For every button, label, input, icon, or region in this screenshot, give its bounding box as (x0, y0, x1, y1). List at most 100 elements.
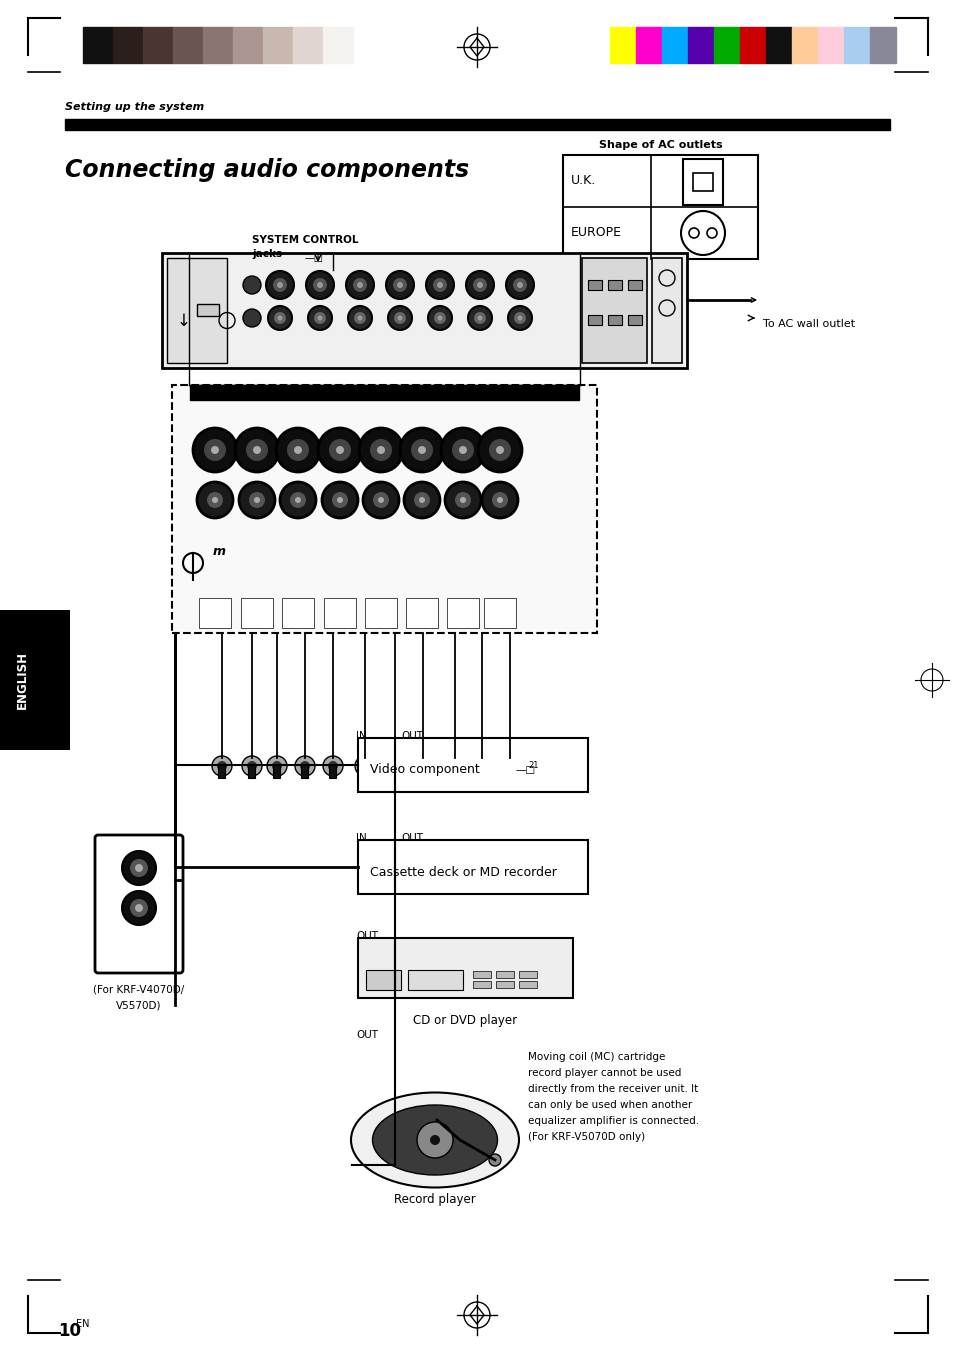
Circle shape (348, 305, 372, 330)
Text: Video component: Video component (370, 763, 479, 777)
Circle shape (354, 312, 366, 324)
Circle shape (323, 757, 343, 775)
Bar (83, 27, 112, 63)
Circle shape (290, 492, 306, 508)
Bar (496, 971, 514, 978)
Circle shape (317, 316, 322, 320)
Circle shape (474, 312, 485, 324)
Bar (587, 280, 601, 290)
Circle shape (492, 492, 507, 508)
Bar (451, 765, 458, 778)
Bar (196, 304, 219, 316)
Circle shape (430, 1135, 439, 1146)
Circle shape (274, 312, 286, 324)
Bar (636, 27, 661, 63)
Bar (627, 315, 641, 326)
Bar (366, 970, 400, 990)
Bar (713, 27, 740, 63)
Bar (293, 27, 323, 63)
Bar (357, 738, 587, 792)
Text: OUT: OUT (355, 1029, 377, 1040)
Circle shape (476, 761, 486, 771)
Circle shape (477, 428, 521, 471)
Circle shape (499, 757, 519, 775)
Circle shape (275, 428, 319, 471)
Circle shape (253, 497, 260, 503)
Bar (447, 598, 478, 628)
Circle shape (299, 761, 310, 771)
Circle shape (489, 439, 511, 461)
Text: 21: 21 (527, 762, 537, 770)
Circle shape (418, 497, 424, 503)
Bar (199, 598, 231, 628)
Circle shape (399, 428, 443, 471)
Bar (562, 155, 758, 259)
Circle shape (373, 492, 389, 508)
Bar (765, 27, 791, 63)
Text: To AC wall outlet: To AC wall outlet (762, 319, 854, 330)
Circle shape (317, 428, 361, 471)
Circle shape (193, 428, 236, 471)
Circle shape (273, 278, 287, 292)
Circle shape (272, 761, 282, 771)
Circle shape (267, 757, 287, 775)
Circle shape (353, 278, 367, 292)
FancyBboxPatch shape (95, 835, 183, 973)
Text: SYSTEM CONTROL: SYSTEM CONTROL (252, 235, 358, 245)
Circle shape (135, 904, 143, 912)
Circle shape (316, 282, 323, 288)
Text: Setting up the system: Setting up the system (65, 101, 204, 112)
Text: OUT: OUT (400, 834, 422, 843)
Circle shape (207, 492, 223, 508)
Circle shape (211, 446, 219, 454)
Circle shape (411, 439, 433, 461)
Bar (406, 598, 437, 628)
Text: —□: —□ (516, 765, 536, 775)
Circle shape (234, 428, 278, 471)
Text: IN: IN (355, 731, 366, 740)
Circle shape (308, 305, 332, 330)
Circle shape (329, 439, 351, 461)
Text: (For KRF-V4070D/: (For KRF-V4070D/ (93, 985, 185, 994)
Circle shape (505, 272, 534, 299)
Circle shape (294, 497, 301, 503)
Circle shape (243, 276, 261, 295)
Circle shape (322, 482, 357, 517)
Circle shape (396, 282, 402, 288)
Bar (607, 315, 621, 326)
Text: U.K.: U.K. (571, 174, 596, 188)
Circle shape (122, 851, 156, 885)
Bar (607, 280, 621, 290)
Text: ↓: ↓ (177, 312, 191, 330)
Circle shape (122, 892, 156, 925)
Bar (518, 971, 537, 978)
Text: ENGLISH: ENGLISH (15, 651, 29, 709)
Text: equalizer amplifier is connected.: equalizer amplifier is connected. (527, 1116, 699, 1125)
Bar (357, 938, 573, 998)
Bar (473, 971, 491, 978)
Bar (661, 27, 687, 63)
Text: Shape of AC outlets: Shape of AC outlets (598, 141, 721, 150)
Circle shape (417, 446, 426, 454)
Circle shape (336, 497, 343, 503)
Circle shape (130, 898, 148, 917)
Bar (687, 27, 713, 63)
Bar (791, 27, 817, 63)
Circle shape (313, 278, 327, 292)
Bar (740, 27, 765, 63)
Bar (609, 27, 636, 63)
Circle shape (455, 492, 471, 508)
Bar (248, 765, 255, 778)
Circle shape (433, 278, 447, 292)
Circle shape (426, 272, 454, 299)
Circle shape (370, 439, 392, 461)
Bar (408, 970, 462, 990)
Bar (199, 598, 231, 628)
Circle shape (385, 757, 405, 775)
Text: Moving coil (MC) cartridge: Moving coil (MC) cartridge (527, 1052, 664, 1062)
Bar (447, 598, 478, 628)
Bar (65, 119, 889, 130)
Ellipse shape (372, 1105, 497, 1175)
Circle shape (377, 497, 384, 503)
Text: Cassette deck or MD recorder: Cassette deck or MD recorder (370, 866, 557, 878)
